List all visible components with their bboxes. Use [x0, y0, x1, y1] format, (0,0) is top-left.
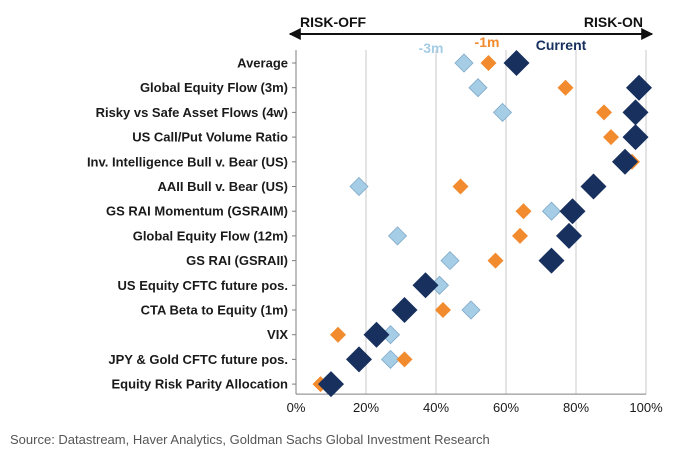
marker-3m [387, 226, 408, 246]
category-label: US Equity CFTC future pos. [118, 278, 288, 293]
marker-current [503, 50, 530, 76]
data-markers [312, 50, 652, 398]
marker-current [346, 346, 372, 373]
marker-3m [454, 53, 474, 73]
marker-1m [603, 129, 619, 146]
x-tick-label: 80% [563, 400, 589, 415]
marker-3m [541, 201, 562, 221]
marker-3m [440, 251, 460, 271]
marker-1m [330, 326, 346, 343]
category-labels: Average Global Equity Flow (3m) Risky vs S… [87, 56, 288, 392]
x-tick-label: 60% [493, 400, 519, 415]
marker-1m [452, 178, 469, 195]
category-label: Global Equity Flow (12m) [133, 228, 288, 243]
category-label: VIX [267, 327, 288, 342]
marker-current [318, 371, 344, 398]
x-tick-label: 40% [423, 400, 449, 415]
marker-current [612, 148, 638, 175]
category-label: Average [237, 56, 288, 71]
x-tick-label: 20% [353, 400, 379, 415]
marker-3m [468, 78, 488, 98]
marker-current [556, 222, 582, 249]
marker-3m [492, 102, 513, 122]
marker-1m [487, 252, 504, 269]
risk-on-label: RISK-ON [584, 14, 643, 30]
risk-off-label: RISK-OFF [300, 14, 367, 30]
legend-label-3m: -3m [419, 40, 444, 56]
marker-3m [461, 300, 481, 320]
marker-current [391, 297, 418, 323]
marker-current [412, 272, 439, 299]
marker-current [363, 321, 390, 348]
marker-3m [349, 176, 369, 197]
marker-1m [557, 79, 574, 96]
category-label: AAII Bull v. Bear (US) [157, 179, 288, 194]
marker-1m [435, 302, 451, 318]
marker-current [622, 99, 649, 126]
x-tick-label: 0% [287, 400, 306, 415]
marker-current [622, 124, 649, 151]
x-tick-label: 100% [629, 400, 663, 415]
category-label: Global Equity Flow (3m) [140, 80, 288, 95]
marker-3m [380, 349, 401, 369]
marker-1m [515, 203, 532, 220]
marker-current [580, 173, 607, 200]
category-label: Risky vs Safe Asset Flows (4w) [96, 105, 288, 120]
marker-current [559, 198, 586, 225]
category-label: JPY & Gold CFTC future pos. [108, 352, 288, 367]
x-tick-labels: 0% 20% 40% 60% 80% 100% [287, 400, 663, 415]
category-label: US Call/Put Volume Ratio [132, 130, 288, 145]
axes [292, 50, 646, 395]
marker-1m [396, 351, 413, 368]
legend-label-current: Current [536, 37, 587, 53]
category-label: GS RAI Momentum (GSRAIM) [106, 204, 288, 219]
gridlines [365, 50, 647, 395]
category-label: GS RAI (GSRAII) [186, 253, 288, 268]
legend-label-1m: -1m [475, 34, 500, 50]
category-label: Inv. Intelligence Bull v. Bear (US) [87, 154, 288, 169]
marker-1m [596, 104, 612, 121]
category-label: Equity Risk Parity Allocation [111, 377, 288, 392]
source-note: Source: Datastream, Haver Analytics, Gol… [10, 432, 490, 447]
marker-current [538, 247, 565, 274]
marker-1m [512, 227, 528, 244]
marker-current [626, 74, 652, 101]
category-label: CTA Beta to Equity (1m) [141, 303, 288, 318]
marker-1m [480, 55, 497, 71]
